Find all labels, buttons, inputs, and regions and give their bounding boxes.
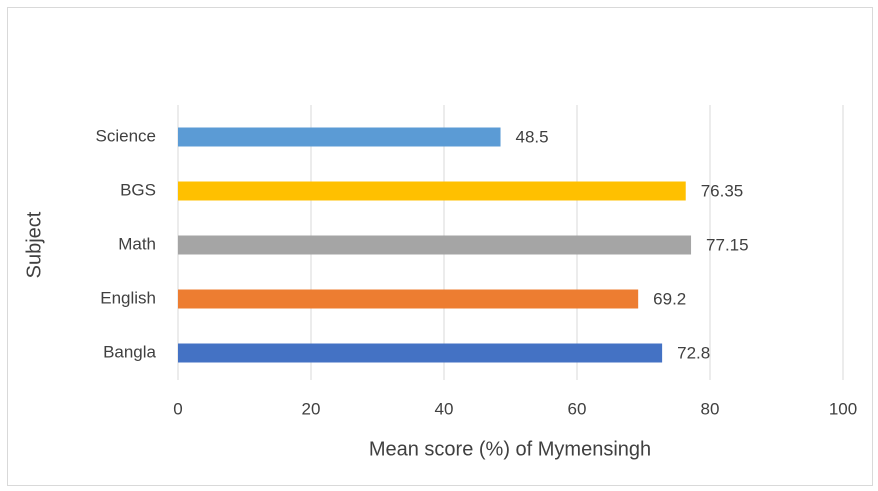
data-label: 77.15 <box>706 235 749 254</box>
data-label: 48.5 <box>516 127 549 146</box>
x-tick-label: 100 <box>829 399 857 418</box>
x-tick-label: 0 <box>173 399 182 418</box>
y-tick-label: BGS <box>120 180 156 199</box>
y-axis-label: Subject <box>23 211 45 278</box>
bar <box>178 343 663 363</box>
y-tick-label: Bangla <box>103 342 156 361</box>
bar <box>178 289 639 309</box>
bar <box>178 235 692 255</box>
y-tick-label: English <box>100 288 156 307</box>
bar <box>178 181 686 201</box>
data-label: 69.2 <box>653 289 686 308</box>
x-tick-label: 80 <box>701 399 720 418</box>
x-tick-label: 20 <box>302 399 321 418</box>
y-tick-label: Science <box>96 126 156 145</box>
bar <box>178 127 501 147</box>
x-tick-label: 60 <box>568 399 587 418</box>
data-label: 72.8 <box>677 343 710 362</box>
x-tick-label: 40 <box>435 399 454 418</box>
x-axis-label: Mean score (%) of Mymensingh <box>369 438 651 460</box>
data-label: 76.35 <box>701 181 744 200</box>
y-tick-label: Math <box>118 234 156 253</box>
